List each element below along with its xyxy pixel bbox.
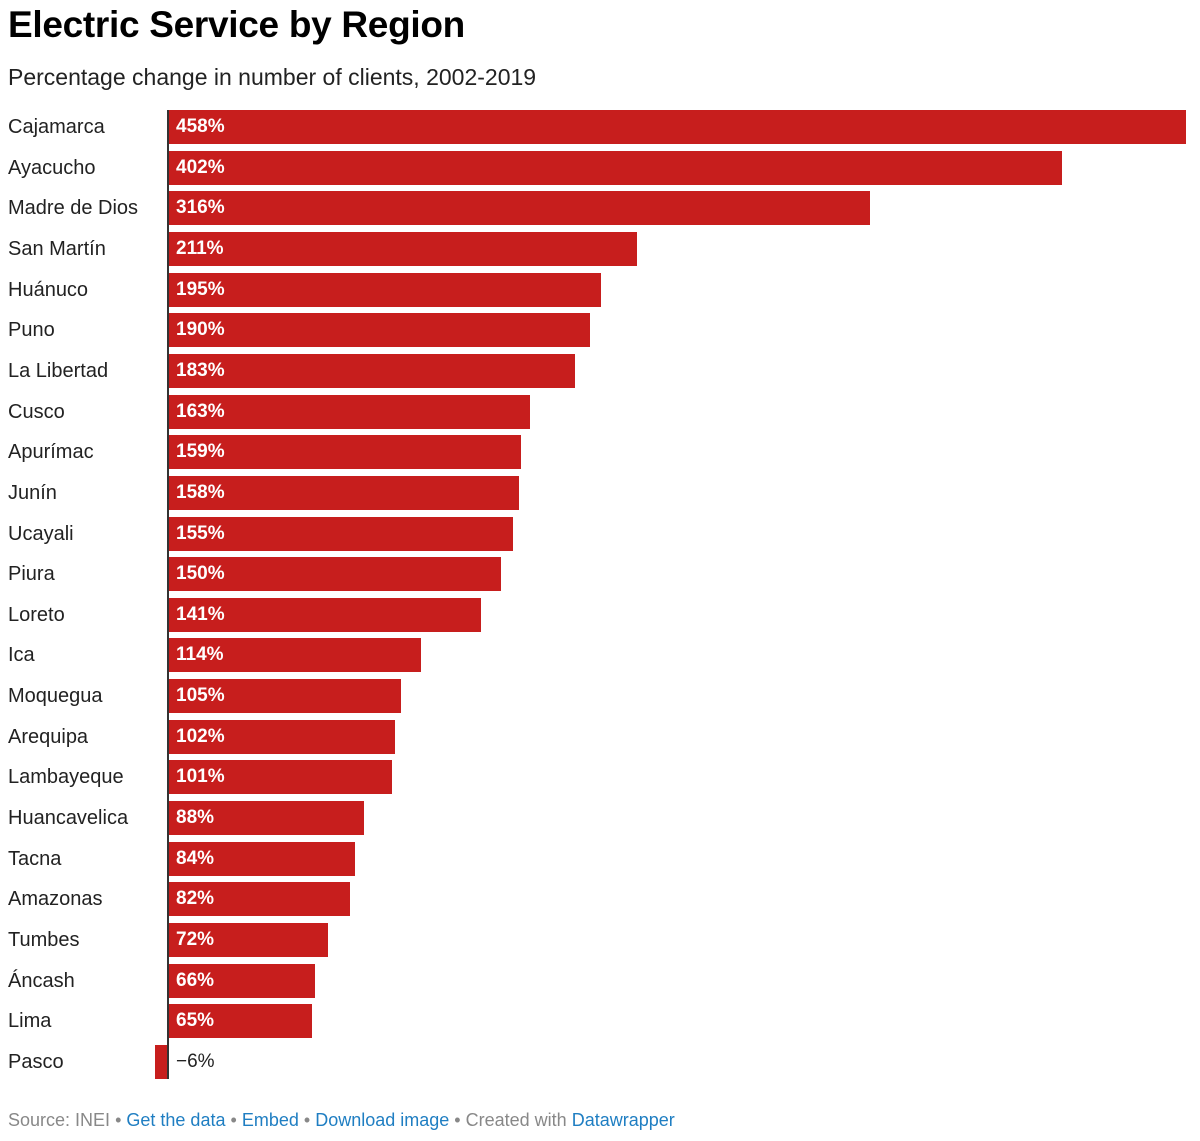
value-label: 65%	[176, 1010, 215, 1032]
category-label: Junín	[8, 481, 57, 504]
bar	[168, 110, 1186, 144]
value-label: 72%	[176, 929, 215, 950]
category-label: Tumbes	[8, 929, 80, 951]
category-label: Amazonas	[8, 888, 103, 911]
category-label: Arequipa	[8, 725, 89, 748]
bar	[168, 841, 355, 876]
value-label: 102%	[176, 725, 225, 747]
value-label: 150%	[176, 563, 225, 585]
category-label: Tacna	[8, 847, 62, 870]
value-label: 158%	[176, 481, 225, 503]
category-label: Piura	[8, 563, 55, 586]
bar	[168, 475, 520, 510]
category-label: Loreto	[8, 603, 65, 626]
value-label: 101%	[176, 766, 225, 788]
value-label: 84%	[176, 847, 215, 869]
category-label: San Martín	[8, 237, 106, 260]
bar	[168, 719, 395, 754]
value-label: 82%	[176, 888, 215, 910]
chart-subtitle: Percentage change in number of clients, …	[8, 64, 537, 90]
datawrapper-link[interactable]: Datawrapper	[571, 1110, 675, 1130]
value-label: 190%	[176, 319, 225, 341]
embed-link[interactable]: Embed	[241, 1110, 299, 1130]
value-label: 183%	[176, 359, 225, 381]
category-label: La Libertad	[8, 359, 109, 382]
category-label: Moquegua	[8, 685, 103, 708]
value-label: −6%	[176, 1050, 215, 1072]
category-label: Apurímac	[8, 441, 94, 464]
get-data-link[interactable]: Get the data	[126, 1110, 226, 1130]
category-label: Pasco	[8, 1050, 64, 1073]
bar	[168, 394, 531, 429]
chart-footer: Source: INEI • Get the data • Embed • Do…	[8, 1110, 675, 1131]
category-label: Cusco	[8, 400, 65, 423]
bar	[168, 313, 591, 348]
bar	[168, 557, 502, 592]
bar	[168, 435, 522, 470]
value-label: 159%	[176, 441, 225, 463]
value-label: 105%	[176, 685, 225, 707]
value-label: 114%	[176, 644, 224, 666]
category-label: Madre de Dios	[8, 197, 139, 220]
bar	[168, 516, 513, 551]
category-label: Huánuco	[8, 278, 89, 301]
category-label: Cajamarca	[8, 116, 105, 138]
value-label: 195%	[176, 278, 225, 300]
value-label: 88%	[176, 807, 215, 829]
value-label: 141%	[176, 603, 225, 625]
bar	[168, 150, 1062, 185]
value-label: 211%	[176, 237, 224, 259]
category-label: Lambayeque	[8, 766, 124, 789]
chart-title: Electric Service by Region	[8, 4, 465, 45]
value-label: 402%	[176, 156, 225, 178]
footer-separator: •	[454, 1110, 461, 1130]
category-label: Ica	[8, 644, 35, 667]
value-label: 155%	[176, 522, 225, 544]
bar	[168, 231, 637, 266]
bar	[168, 882, 351, 917]
value-label: 66%	[176, 969, 215, 991]
bar	[168, 963, 315, 998]
bar	[168, 801, 364, 836]
download-image-link[interactable]: Download image	[315, 1110, 450, 1130]
value-label: 163%	[176, 400, 225, 422]
created-with-text: Created with	[465, 1110, 567, 1130]
footer-separator: •	[230, 1110, 237, 1130]
category-label: Puno	[8, 319, 55, 342]
category-label: Ucayali	[8, 522, 74, 545]
bar	[168, 638, 422, 673]
bar	[168, 923, 329, 957]
category-label: Ayacucho	[8, 156, 96, 179]
bar	[168, 597, 482, 632]
bar-chart: Cajamarca 458% Ayacucho 402% Madre de Dios 31…	[8, 110, 1186, 1079]
source-text: Source: INEI	[8, 1110, 111, 1130]
bar	[168, 760, 393, 795]
bar	[168, 353, 575, 388]
zero-axis-line	[167, 110, 169, 1079]
bar	[168, 191, 871, 226]
value-label: 458%	[176, 116, 225, 137]
footer-separator: •	[115, 1110, 122, 1130]
bar	[168, 272, 602, 307]
bar	[168, 1004, 313, 1039]
bar	[168, 679, 402, 714]
footer-separator: •	[303, 1110, 311, 1130]
value-label: 316%	[176, 197, 225, 219]
category-label: Huancavelica	[8, 807, 129, 830]
category-label: Áncash	[8, 969, 75, 992]
bar	[154, 1044, 168, 1079]
category-label: Lima	[8, 1010, 52, 1033]
